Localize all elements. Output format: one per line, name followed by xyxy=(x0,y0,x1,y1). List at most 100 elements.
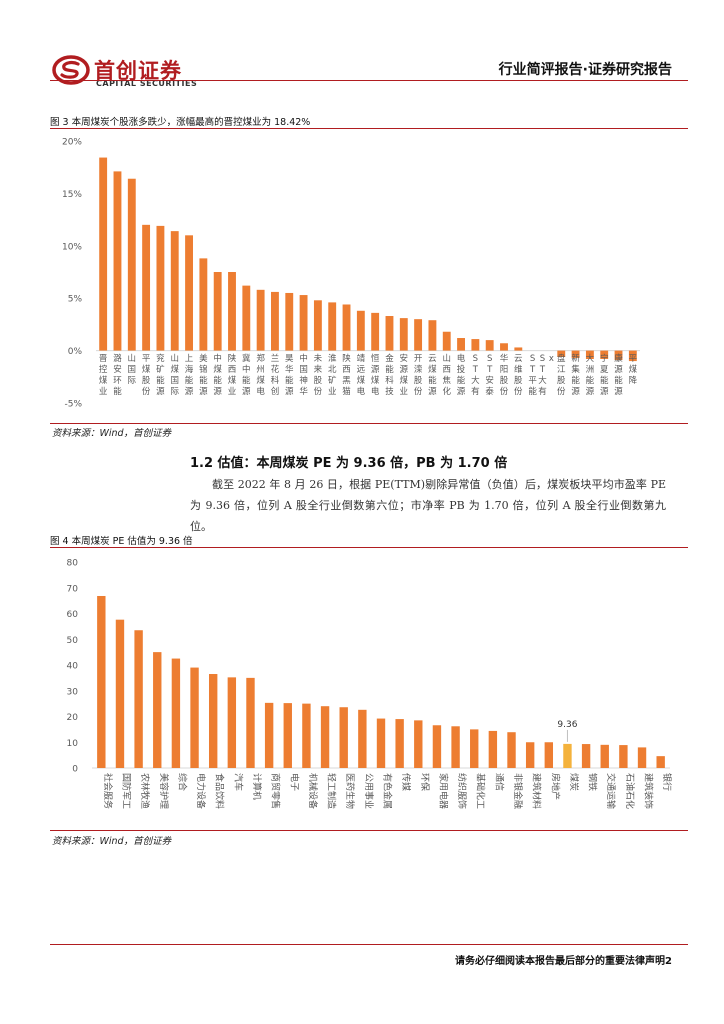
industry-pe-category-label: 社会服务 xyxy=(102,773,114,809)
stock-returns-category-label: 宁夏能源 xyxy=(600,353,609,397)
industry-pe-category-label: 国防军工 xyxy=(120,773,132,809)
stock-returns-category-label: 冀中能源 xyxy=(242,353,251,397)
stock-returns-category-label: S T 安泰 xyxy=(485,354,494,397)
stock-returns-bar xyxy=(328,302,337,351)
stock-returns-ytick-label: 10% xyxy=(62,242,82,252)
stock-returns-bar xyxy=(442,331,451,351)
stock-returns-category-label: 金能科技 xyxy=(385,353,394,397)
industry-pe-bar xyxy=(432,725,442,768)
industry-pe-category-label: 美容护理 xyxy=(158,773,170,809)
stock-returns-category-label: 康源能源 xyxy=(614,353,623,397)
stock-returns-category-label: 电投能源 xyxy=(457,353,466,397)
figure3-bottom-rule xyxy=(50,423,688,424)
industry-pe-bar xyxy=(283,703,292,768)
stock-returns-ytick-label: 5% xyxy=(68,295,83,305)
industry-pe-category-label: 建筑装饰 xyxy=(643,773,655,809)
legal-notice-footer: 请务必仔细阅读本报告最后部分的重要法律声明2 xyxy=(455,956,672,967)
industry-pe-bar xyxy=(190,667,199,768)
industry-pe-ytick-label: 0 xyxy=(72,765,78,775)
industry-pe-bar xyxy=(358,709,367,768)
industry-pe-bar xyxy=(302,703,311,768)
stock-returns-bar xyxy=(285,292,294,351)
stock-returns-bar xyxy=(628,350,637,362)
industry-pe-ytick-label: 40 xyxy=(67,662,79,672)
stock-returns-bar xyxy=(356,310,365,351)
stock-returns-category-label: 大洲能源 xyxy=(586,353,595,397)
stock-returns-bar xyxy=(113,171,122,351)
section-heading: 1.2 估值：本周煤炭 PE 为 9.36 倍，PB 为 1.70 倍 xyxy=(190,456,508,471)
stock-returns-category-label: 上海能源 xyxy=(185,354,194,397)
industry-pe-ytick-label: 20 xyxy=(67,713,79,723)
stock-returns-bar xyxy=(585,350,594,359)
stock-returns-bar xyxy=(371,312,380,351)
industry-pe-bar xyxy=(637,747,647,768)
industry-pe-data-label: 9.36 xyxy=(557,720,577,730)
industry-pe-bar xyxy=(525,742,535,768)
figure4-title-rule xyxy=(50,547,688,548)
stock-returns-bar xyxy=(600,350,609,359)
industry-pe-category-label: 商贸零售 xyxy=(270,773,282,809)
industry-pe-category-label: 有色金属 xyxy=(382,773,394,809)
stock-returns-bar xyxy=(399,318,408,351)
stock-returns-bar xyxy=(185,235,193,351)
stock-returns-category-label: 未来股份 xyxy=(314,353,323,397)
stock-returns-category-label: S T 平能 xyxy=(528,354,537,397)
industry-pe-bar xyxy=(563,743,572,768)
industry-pe-chart: 0 10 20 30 40 50 60 70 80 社会服务 国防军工 农林牧渔 美容护理 综合 电力设备食… xyxy=(67,559,674,810)
industry-pe-bar xyxy=(264,702,274,768)
report-type-title: 行业简评报告·证券研究报告 xyxy=(498,62,672,78)
industry-pe-category-label: 综合 xyxy=(176,773,188,791)
industry-pe-category-label: 机械设备 xyxy=(307,773,319,809)
stock-returns-category-label: 兰花科创 xyxy=(271,353,280,397)
industry-pe-category-label: 轻工制造 xyxy=(326,773,338,809)
industry-pe-category-label: 家用电器 xyxy=(437,773,449,809)
industry-pe-category-label: 环保 xyxy=(419,773,431,791)
stock-returns-category-label: S T 大有 xyxy=(471,354,480,397)
figure3-source: 资料来源：Wind，首创证券 xyxy=(52,428,172,439)
industry-pe-bar xyxy=(581,744,591,768)
figure3-title: 图 3 本周煤炭个股涨多跌少，涨幅最高的晋控煤业为 18.42% xyxy=(50,117,311,128)
industry-pe-bar xyxy=(115,619,125,768)
footer-divider xyxy=(50,944,688,945)
industry-pe-category-label: 公用事业 xyxy=(363,773,375,809)
industry-pe-category-label: 计算机 xyxy=(251,773,263,800)
industry-pe-category-label: 汽车 xyxy=(232,773,244,791)
stock-returns-category-label: 山煤国际 xyxy=(170,353,179,397)
stock-returns-category-label: 华阳股份 xyxy=(500,353,509,397)
logo-english-name: CAPITAL SECURITIES xyxy=(96,79,198,88)
industry-pe-category-label: 医药生物 xyxy=(344,773,356,809)
industry-pe-bar xyxy=(451,726,460,768)
stock-returns-bar xyxy=(342,304,351,351)
stock-returns-ytick-label: -5% xyxy=(64,400,82,410)
stock-returns-bar xyxy=(170,231,179,351)
stock-returns-chart: -5% 0% 5% 10% 15% 20% 晋控煤业潞安环能山国际平煤股份兖矿能源山煤国际上… xyxy=(62,138,640,410)
stock-returns-category-label: S T 大有x xyxy=(538,354,554,397)
stock-returns-category-label: 开滦股份 xyxy=(414,354,423,397)
stock-returns-bar xyxy=(385,316,394,351)
stock-returns-category-label: 山西焦化 xyxy=(442,353,451,397)
stock-returns-bar xyxy=(213,272,222,351)
industry-pe-bar xyxy=(134,630,143,768)
industry-pe-ytick-label: 60 xyxy=(67,610,79,620)
industry-pe-ytick-label: 50 xyxy=(67,636,79,646)
industry-pe-category-label: 通信 xyxy=(493,773,505,791)
stock-returns-ytick-label: 0% xyxy=(68,347,83,357)
stock-returns-bar xyxy=(99,157,108,351)
stock-returns-bar xyxy=(199,258,208,351)
industry-pe-category-label: 传媒 xyxy=(400,773,412,791)
figure4-title: 图 4 本周煤炭 PE 估值为 9.36 倍 xyxy=(50,536,193,547)
industry-pe-ytick-label: 80 xyxy=(67,559,79,569)
stock-returns-bar xyxy=(500,343,508,351)
stock-returns-category-label: 郑州煤电 xyxy=(256,353,265,397)
stock-returns-category-label: 平煤股份 xyxy=(142,354,151,397)
figure3-title-rule xyxy=(50,128,688,129)
industry-pe-category-label: 非银金融 xyxy=(512,773,524,809)
stock-returns-category-label: 云维股份 xyxy=(514,354,523,397)
stock-returns-ytick-label: 20% xyxy=(62,138,82,148)
stock-returns-category-label: 中国神华 xyxy=(299,353,308,397)
stock-returns-category-label: 淮北矿业 xyxy=(328,353,337,397)
stock-returns-category-label: 美锦能源 xyxy=(199,353,208,397)
stock-returns-category-label: 靖远煤电 xyxy=(357,353,366,397)
industry-pe-bar xyxy=(339,707,348,768)
industry-pe-bar xyxy=(208,674,218,768)
